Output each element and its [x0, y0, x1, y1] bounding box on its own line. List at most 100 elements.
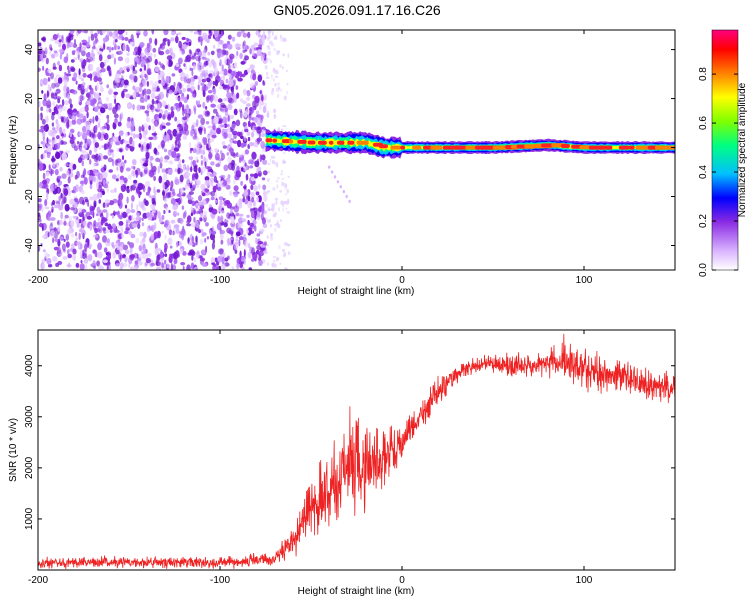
sparse-speckle	[283, 95, 287, 101]
noise-speckle	[109, 31, 113, 37]
snr-x-tick-label: 100	[576, 575, 593, 586]
noise-speckle	[125, 221, 128, 229]
noise-speckle	[206, 38, 210, 44]
noise-speckle	[123, 79, 129, 86]
noise-speckle	[105, 229, 110, 234]
noise-speckle	[158, 175, 163, 184]
noise-speckle	[230, 123, 236, 130]
noise-speckle	[79, 141, 83, 145]
noise-speckle	[42, 77, 48, 86]
noise-speckle	[161, 100, 167, 108]
noise-speckle	[43, 224, 46, 231]
noise-speckle	[107, 107, 112, 111]
noise-speckle	[164, 234, 167, 240]
noise-speckle	[85, 52, 91, 58]
sparse-speckle	[273, 211, 278, 216]
noise-speckle	[208, 204, 213, 209]
noise-speckle	[38, 113, 42, 121]
noise-speckle	[194, 228, 200, 231]
noise-speckle	[138, 253, 144, 260]
noise-speckle	[138, 200, 141, 207]
noise-speckle	[43, 124, 49, 132]
noise-speckle	[136, 33, 139, 39]
noise-speckle	[97, 30, 100, 35]
noise-speckle	[175, 228, 180, 235]
noise-speckle	[129, 246, 133, 255]
noise-speckle	[174, 139, 178, 146]
noise-speckle	[40, 141, 44, 145]
noise-speckle	[147, 62, 150, 69]
noise-speckle	[58, 41, 62, 48]
noise-speckle	[44, 47, 48, 55]
noise-speckle	[238, 213, 244, 217]
noise-speckle	[258, 34, 262, 38]
noise-speckle	[126, 121, 132, 129]
noise-speckle	[252, 73, 257, 81]
noise-speckle	[188, 191, 194, 195]
noise-speckle	[103, 44, 106, 50]
noise-speckle	[81, 50, 86, 57]
noise-speckle	[200, 166, 206, 173]
noise-speckle	[122, 139, 128, 144]
noise-speckle	[137, 48, 141, 56]
noise-speckle	[202, 137, 206, 144]
noise-speckle	[63, 217, 66, 222]
noise-speckle	[106, 114, 110, 119]
noise-speckle	[76, 140, 80, 145]
noise-speckle	[167, 113, 172, 120]
noise-speckle	[102, 227, 107, 232]
sparse-speckle	[267, 190, 271, 193]
noise-speckle	[88, 84, 92, 90]
noise-speckle	[201, 32, 208, 40]
noise-speckle	[178, 158, 182, 165]
sparse-speckle	[276, 257, 278, 262]
snr-frame	[37, 329, 676, 571]
sparse-speckle	[276, 179, 278, 183]
noise-speckle	[49, 49, 52, 56]
noise-speckle	[236, 50, 239, 57]
noise-speckle	[86, 129, 91, 136]
noise-speckle	[50, 187, 53, 194]
spectrogram-x-label: Height of straight line (km)	[298, 286, 415, 297]
noise-speckle	[45, 115, 49, 123]
sparse-speckle	[282, 254, 287, 258]
noise-speckle	[118, 130, 124, 137]
noise-speckle	[161, 262, 165, 269]
noise-speckle	[66, 223, 69, 227]
noise-speckle	[239, 110, 243, 119]
noise-speckle	[79, 42, 82, 49]
sparse-speckle	[281, 177, 285, 181]
signal-core	[272, 138, 277, 143]
noise-speckle	[243, 135, 247, 142]
sparse-speckle	[273, 114, 277, 119]
noise-speckle	[253, 117, 256, 124]
noise-speckle	[151, 132, 158, 136]
noise-speckle	[169, 245, 173, 249]
noise-speckle	[108, 46, 112, 53]
sparse-speckle	[267, 177, 270, 182]
noise-speckle	[226, 212, 231, 219]
noise-speckle	[163, 209, 166, 215]
sparse-speckle	[271, 74, 273, 79]
noise-speckle	[146, 88, 152, 95]
sparse-speckle	[273, 108, 277, 114]
noise-speckle	[148, 226, 153, 231]
noise-speckle	[210, 196, 215, 201]
noise-speckle	[133, 166, 136, 171]
noise-speckle	[54, 142, 61, 150]
sparse-speckle	[282, 248, 286, 252]
noise-speckle	[96, 82, 100, 91]
colorbar: 0.0 0.2 0.4 0.6 0.8 Normalized spectral ampl…	[698, 29, 748, 277]
noise-speckle	[97, 131, 102, 140]
noise-speckle	[78, 196, 85, 205]
noise-speckle	[161, 143, 164, 150]
noise-speckle	[186, 177, 191, 184]
noise-speckle	[45, 171, 50, 177]
noise-speckle	[69, 110, 73, 116]
noise-speckle	[242, 121, 247, 127]
sparse-speckle	[264, 65, 268, 70]
noise-speckle	[137, 182, 143, 191]
noise-speckle	[207, 125, 213, 129]
noise-speckle	[62, 128, 66, 135]
noise-speckle	[150, 92, 156, 100]
